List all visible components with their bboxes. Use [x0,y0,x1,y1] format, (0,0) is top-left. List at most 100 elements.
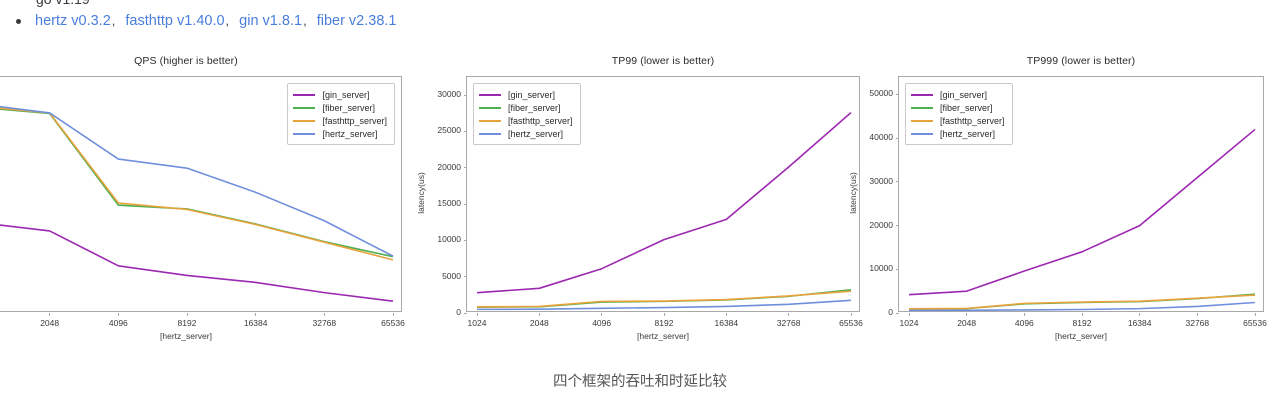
chart-legend: [gin_server] [fiber_server] [fasthttp_serv… [473,83,581,145]
x-axis-label: [hertz_server] [1055,331,1107,341]
legend-item-fiber[interactable]: [fiber_server] [479,101,573,114]
version-list-item: hertz v0.3.2, fasthttp v1.40.0, gin v1.8.1… [16,12,397,30]
legend-line-icon [479,106,501,109]
x-tick-mark [392,313,394,316]
x-tick-label: 16384 [714,318,739,328]
y-tick-label: 10000 [437,234,461,245]
legend-line-icon [293,132,316,135]
y-tick-mark [896,137,899,139]
series-line-gin [476,111,852,294]
x-tick-mark [476,313,478,316]
chart-title: QPS (higher is better) [134,55,238,67]
y-tick-mark [464,94,467,96]
series-line-fasthttp [476,290,852,308]
legend-line-icon [911,93,933,96]
y-tick-label: 10000 [869,263,893,274]
y-tick-mark [896,225,899,227]
x-tick-label: 1024 [0,318,6,328]
legend-line-icon [479,119,501,122]
series-line-hertz [476,299,852,311]
x-tick-label: 32768 [776,318,801,328]
legend-label: [gin_server] [508,89,556,100]
x-tick-mark [663,313,665,316]
x-tick-mark [1081,313,1083,316]
legend-label: [gin_server] [322,89,370,100]
x-tick-label: 32768 [312,318,337,328]
x-tick-mark [255,313,257,316]
legend-label: [fiber_server] [940,102,993,113]
legend-label: [hertz_server] [940,128,996,139]
figure-caption: 四个框架的吞吐和时延比较 [553,374,727,390]
legend-item-fiber[interactable]: [fiber_server] [911,101,1005,114]
y-tick-mark [464,203,467,205]
x-tick-mark [323,313,325,316]
legend-item-gin[interactable]: [gin_server] [911,88,1005,101]
legend-item-gin[interactable]: [gin_server] [293,88,387,101]
y-tick-label: 40000 [869,132,893,143]
legend-item-hertz[interactable]: [hertz_server] [293,127,387,140]
legend-label: [hertz_server] [508,128,564,139]
legend-item-fasthttp[interactable]: [fasthttp_server] [479,114,573,127]
version-link-2[interactable]: gin v1.8.1 [239,13,303,29]
y-axis-label: latency(us) [848,172,858,214]
x-tick-mark [1196,313,1198,316]
x-tick-label: 8192 [1072,318,1092,328]
legend-item-gin[interactable]: [gin_server] [479,88,573,101]
chart-title: TP99 (lower is better) [611,55,715,67]
x-tick-label: 4096 [592,318,612,328]
x-tick-label: 4096 [1014,318,1034,328]
version-separator: , [225,13,230,28]
x-tick-mark [725,313,727,316]
y-tick-label: 0 [888,307,893,317]
legend-line-icon [293,93,316,96]
x-tick-label: 32768 [1185,318,1210,328]
legend-line-icon [293,119,316,122]
chart-title: TP999 (lower is better) [1026,55,1136,67]
y-tick-mark [896,181,899,183]
x-tick-label: 2048 [40,318,60,328]
legend-item-hertz[interactable]: [hertz_server] [911,127,1005,140]
y-tick-label: 5000 [442,270,461,281]
legend-item-fasthttp[interactable]: [fasthttp_server] [293,114,387,127]
y-tick-label: 20000 [437,161,461,172]
legend-label: [fiber_server] [322,102,375,113]
chart-2: TP999 (lower is better) 0 10000 20000 30000 4… [848,55,1267,355]
version-link-0[interactable]: hertz v0.3.2 [35,13,111,29]
series-line-gin [908,128,1256,296]
chart-legend: [gin_server] [fiber_server] [fasthttp_serv… [905,83,1013,145]
chart-1: TP99 (lower is better) 0 5000 10000 15000 200… [416,55,863,355]
y-tick-label: 25000 [437,125,461,136]
version-link-3[interactable]: fiber v2.38.1 [316,13,397,29]
plot-lines [908,128,1256,312]
version-separator: , [303,13,307,28]
y-tick-mark [896,93,899,95]
plot-area: 0 5000 10000 15000 20000 25000 30000 1024 2048 40… [416,76,863,341]
y-tick-label: 30000 [869,175,893,186]
legend-label: [fasthttp_server] [508,115,573,126]
legend-label: [fasthttp_server] [940,115,1005,126]
legend-label: [fiber_server] [508,102,561,113]
legend-label: [gin_server] [940,89,988,100]
version-link-1[interactable]: fasthttp v1.40.0 [125,13,225,29]
y-tick-label: 50000 [869,88,893,99]
x-tick-mark [601,313,603,316]
series-line-hertz [0,105,394,257]
x-axis-label: [hertz_server] [160,331,212,341]
x-axis-label: [hertz_server] [637,331,689,341]
bullet-icon [16,18,21,24]
legend-line-icon [911,132,933,135]
legend-item-fasthttp[interactable]: [fasthttp_server] [911,114,1005,127]
y-tick-label: 20000 [869,219,893,230]
x-tick-mark [908,313,910,316]
legend-item-hertz[interactable]: [hertz_server] [479,127,573,140]
legend-item-fiber[interactable]: [fiber_server] [293,101,387,114]
clipped-top-line: go v1.19 [36,0,90,7]
series-line-hertz [908,301,1256,312]
x-tick-label: 16384 [243,318,268,328]
x-tick-mark [1023,313,1025,316]
x-tick-mark [788,313,790,316]
y-tick-label: 30000 [437,89,461,100]
legend-line-icon [911,106,933,109]
x-tick-label: 2048 [957,318,977,328]
plot-lines [476,111,852,311]
